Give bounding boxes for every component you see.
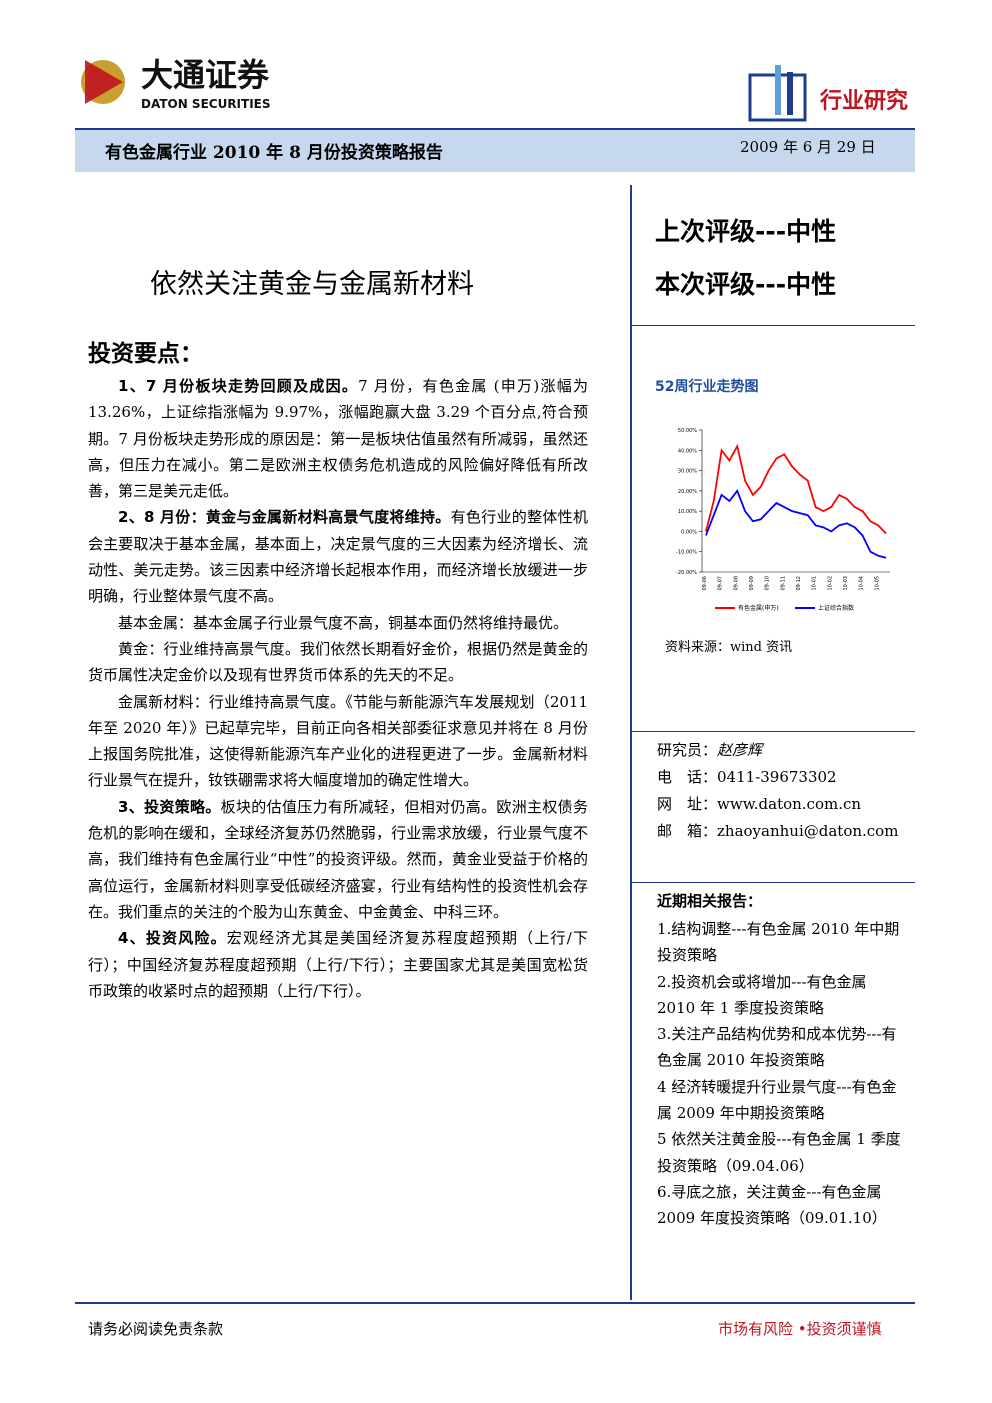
y-tick-label: -10.00%: [676, 550, 697, 556]
logo-cn: 大通证券: [141, 56, 270, 94]
paragraph: 4、投资风险。宏观经济尤其是美国经济复苏程度超预期（上行/下行）；中国经济复苏程…: [88, 925, 588, 1004]
contact-value: 0411-39673302: [717, 768, 837, 786]
related-item: 5 依然关注黄金股---有色金属 1 季度投资策略（09.04.06）: [657, 1130, 901, 1175]
rating: 上次评级---中性: [655, 217, 837, 246]
series-line: [705, 443, 887, 535]
logo-icon: [787, 72, 793, 115]
paragraph: 2、8 月份：黄金与金属新材料高景气度将维持。有色行业的整体性机会主要取决于基本…: [88, 504, 588, 609]
chart-title: 52周行业走势图: [655, 379, 759, 395]
x-tick-label: 09-06: [702, 576, 708, 591]
x-tick-label: 10-04: [859, 576, 865, 591]
contact-label: 研究员：: [657, 741, 718, 759]
x-tick-label: 09-11: [780, 576, 786, 591]
x-tick-label: 09-10: [765, 576, 771, 591]
related-item: 4 经济转暖提升行业景气度---有色金属 2009 年中期投资策略: [657, 1077, 897, 1123]
category: 行业研究: [819, 88, 908, 114]
paragraph: 黄金：行业维持高景气度。我们依然长期看好金价，根据仍然是黄金的货币属性决定金价以…: [88, 636, 588, 689]
footer-left: 请务必阅读免责条款: [88, 1320, 224, 1338]
related-item: 6.寻底之旅，关注黄金---有色金属 2009 年度投资策略（09.01.10）: [657, 1182, 887, 1228]
rule: [632, 882, 915, 883]
related-item: 2.投资机会或将增加---有色金属 2010 年 1 季度投资策略: [657, 972, 867, 1017]
y-tick-label: 40.00%: [678, 448, 697, 454]
y-tick-label: 10.00%: [678, 509, 697, 515]
contact-label: 邮 箱：: [657, 822, 718, 840]
contact-label: 网 址：: [657, 795, 718, 813]
paragraph-text: 黄金：行业维持高景气度。我们依然长期看好金价，根据仍然是黄金的货币属性决定金价以…: [88, 639, 588, 685]
series-line: [705, 489, 887, 559]
title-band: [75, 128, 915, 172]
x-tick-label: 09-07: [718, 576, 724, 591]
x-tick-label: 10-05: [874, 576, 880, 591]
section-heading: 投资要点：: [88, 341, 203, 367]
contact-row: 邮 箱：zhaoyanhui@daton.com: [657, 818, 898, 845]
paragraph-lead: 2、8 月份：黄金与金属新材料高景气度将维持。: [118, 508, 451, 527]
legend-label: 上证综合指数: [818, 604, 854, 612]
y-tick-label: 50.00%: [678, 428, 697, 434]
rule: [632, 731, 915, 732]
contact-value: 赵彦辉: [717, 741, 763, 759]
contact: 研究员：赵彦辉电 话：0411-39673302 网 址：www.daton.co…: [657, 737, 898, 845]
main-title: 依然关注黄金与金属新材料: [150, 269, 474, 300]
paragraph-text: 板块的估值压力有所减轻，但相对仍高。欧洲主权债务危机的影响在缓和，全球经济复苏仍…: [88, 797, 588, 921]
x-tick-label: 09-08: [733, 576, 739, 591]
chart-source: 资料来源：wind 资讯: [665, 640, 793, 655]
x-tick-label: 10-01: [812, 576, 818, 591]
related-item: 3.关注产品结构优势和成本优势---有色金属 2010 年投资策略: [657, 1025, 897, 1070]
date: 2009 年 6 月 29 日: [740, 138, 876, 156]
x-tick-label: 09-09: [749, 576, 755, 591]
paragraph-text: 金属新材料：行业维持高景气度。《节能与新能源汽车发展规划（2011 年至 202…: [88, 692, 588, 790]
y-tick-label: 20.00%: [678, 489, 697, 495]
legend-label: 有色金属(申万): [738, 604, 779, 612]
x-tick-label: 10-02: [827, 576, 833, 591]
rule: [632, 325, 915, 326]
paragraph-text: 宏观经济尤其是美国经济复苏程度超预期（上行/下行）；中国经济复苏程度超预期（上行…: [88, 929, 588, 1000]
paragraph-lead: 3、投资策略。: [118, 797, 221, 816]
x-tick-label: 09-12: [796, 576, 802, 591]
paragraph: 3、投资策略。板块的估值压力有所减轻，但相对仍高。欧洲主权债务危机的影响在缓和，…: [88, 794, 588, 925]
logo-en: DATON SECURITIES: [141, 97, 271, 111]
related-heading: 近期相关报告：: [657, 892, 763, 910]
logo: 大通证券 DATON SECURITIES: [81, 56, 271, 111]
paragraph: 金属新材料：行业维持高景气度。《节能与新能源汽车发展规划（2011 年至 202…: [88, 689, 588, 794]
chart: -20.00% -10.00% 0.00% 10.00% 20.00% 30.00% 40.…: [676, 428, 890, 612]
logo-icon: [775, 65, 781, 115]
related-item: 1.结构调整---有色金属 2010 年中期投资策略: [657, 920, 900, 965]
y-tick-label: -20.00%: [676, 570, 697, 576]
contact-row: 网 址：www.daton.com.cn: [657, 791, 898, 818]
report-title: 有色金属行业 2010 年 8 月份投资策略报告: [105, 143, 443, 163]
paragraph: 基本金属：基本金属子行业景气度不高，铜基本面仍然将维持最优。: [88, 610, 588, 636]
paragraph-text: 基本金属：基本金属子行业景气度不高，铜基本面仍然将维持最优。: [118, 613, 569, 632]
contact-row: 研究员：赵彦辉: [657, 737, 898, 764]
paragraph-lead: 1、7 月份板块走势回顾及成因。: [118, 377, 359, 395]
paragraph-text: 有色行业的整体性机会主要取决于基本金属，基本面上，决定景气度的三大因素为经济增长…: [88, 508, 588, 606]
contact-row: 电 话：0411-39673302: [657, 764, 898, 791]
y-tick-label: 0.00%: [681, 529, 697, 535]
contact-label: 电 话：: [657, 768, 718, 786]
footer-right: 市场有风险 •投资须谨慎: [718, 1320, 882, 1338]
paragraph: 1、7 月份板块走势回顾及成因。7 月份，有色金属 (申万)涨幅为 13.26%…: [88, 373, 588, 504]
paragraph-lead: 4、投资风险。: [118, 929, 227, 948]
logo-icon: [85, 60, 123, 104]
footer-rule: [75, 1302, 915, 1304]
column-divider: [630, 185, 632, 1300]
related-list: 1.结构调整---有色金属 2010 年中期投资策略 2.投资机会或将增加---有…: [657, 916, 907, 1232]
body: 1、7 月份板块走势回顾及成因。7 月份，有色金属 (申万)涨幅为 13.26%…: [88, 373, 588, 1004]
x-tick-label: 10-03: [843, 576, 849, 591]
contact-value: zhaoyanhui@daton.com: [717, 822, 899, 840]
rating: 本次评级---中性: [655, 270, 837, 299]
contact-value: www.daton.com.cn: [717, 795, 862, 813]
category-logo: 行业研究: [748, 65, 908, 122]
paragraph-text: 7 月份，有色金属 (申万)涨幅为 13.26%，上证综指涨幅为 9.97%，涨…: [88, 377, 588, 501]
y-tick-label: 30.00%: [678, 469, 697, 475]
